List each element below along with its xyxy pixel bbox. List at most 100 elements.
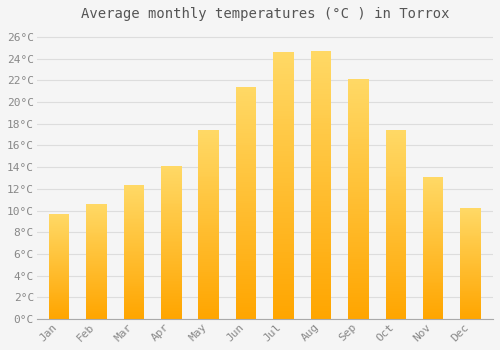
Bar	[274, 52, 294, 55]
Bar	[310, 241, 332, 244]
Bar	[236, 259, 256, 261]
Bar	[86, 238, 107, 240]
Bar	[274, 180, 294, 183]
Bar	[386, 292, 406, 294]
Bar	[348, 302, 368, 304]
Bar	[386, 187, 406, 189]
Bar	[49, 253, 70, 254]
Bar	[86, 281, 107, 282]
Bar	[49, 310, 70, 312]
Bar	[124, 264, 144, 266]
Bar	[460, 224, 481, 225]
Bar	[49, 283, 70, 284]
Bar	[198, 226, 219, 228]
Bar	[348, 151, 368, 154]
Bar	[274, 146, 294, 148]
Bar	[386, 134, 406, 136]
Bar	[49, 217, 70, 218]
Bar	[460, 217, 481, 218]
Bar	[124, 279, 144, 280]
Bar	[236, 284, 256, 286]
Bar	[236, 138, 256, 140]
Bar	[310, 121, 332, 124]
Bar	[49, 312, 70, 313]
Bar	[460, 286, 481, 287]
Bar	[386, 241, 406, 244]
Bar	[124, 273, 144, 275]
Bar	[236, 96, 256, 99]
Bar	[49, 254, 70, 255]
Bar	[86, 230, 107, 232]
Bar	[274, 79, 294, 82]
Bar	[49, 294, 70, 295]
Bar	[86, 306, 107, 307]
Bar	[124, 296, 144, 297]
Bar	[274, 167, 294, 170]
Bar	[423, 242, 444, 244]
Bar	[236, 108, 256, 110]
Bar	[198, 219, 219, 221]
Bar	[348, 134, 368, 137]
Bar	[386, 304, 406, 306]
Bar	[460, 252, 481, 254]
Bar	[161, 198, 182, 200]
Bar	[49, 240, 70, 241]
Bar	[198, 185, 219, 187]
Bar	[423, 178, 444, 180]
Bar	[386, 168, 406, 170]
Bar	[124, 281, 144, 283]
Bar	[274, 289, 294, 292]
Bar	[49, 215, 70, 216]
Bar	[236, 119, 256, 122]
Bar	[386, 159, 406, 161]
Bar	[423, 273, 444, 275]
Bar	[198, 270, 219, 272]
Bar	[386, 151, 406, 153]
Bar	[198, 289, 219, 290]
Bar	[49, 232, 70, 233]
Bar	[423, 211, 444, 212]
Bar	[86, 213, 107, 214]
Bar	[460, 266, 481, 267]
Bar	[49, 271, 70, 272]
Bar	[274, 202, 294, 204]
Bar	[236, 242, 256, 245]
Bar	[198, 166, 219, 168]
Bar	[124, 192, 144, 194]
Bar	[348, 257, 368, 259]
Bar	[423, 252, 444, 254]
Bar	[274, 273, 294, 276]
Bar	[348, 278, 368, 281]
Bar	[236, 101, 256, 103]
Bar	[236, 198, 256, 201]
Bar	[348, 276, 368, 278]
Bar	[161, 288, 182, 290]
Bar	[86, 284, 107, 286]
Bar	[124, 307, 144, 308]
Bar	[423, 296, 444, 297]
Bar	[386, 311, 406, 313]
Bar	[423, 265, 444, 266]
Bar	[161, 247, 182, 248]
Bar	[460, 307, 481, 308]
Bar	[274, 113, 294, 116]
Bar	[161, 235, 182, 236]
Bar	[423, 245, 444, 246]
Bar	[198, 304, 219, 306]
Bar	[423, 221, 444, 222]
Bar	[460, 268, 481, 269]
Bar	[423, 259, 444, 261]
Bar	[236, 282, 256, 284]
Bar	[49, 298, 70, 299]
Bar	[161, 218, 182, 219]
Bar	[124, 200, 144, 202]
Bar	[161, 259, 182, 261]
Bar	[274, 300, 294, 303]
Bar	[423, 315, 444, 316]
Bar	[310, 201, 332, 204]
Bar	[423, 231, 444, 232]
Bar	[460, 284, 481, 285]
Bar	[198, 309, 219, 312]
Bar	[348, 132, 368, 134]
Bar	[274, 314, 294, 316]
